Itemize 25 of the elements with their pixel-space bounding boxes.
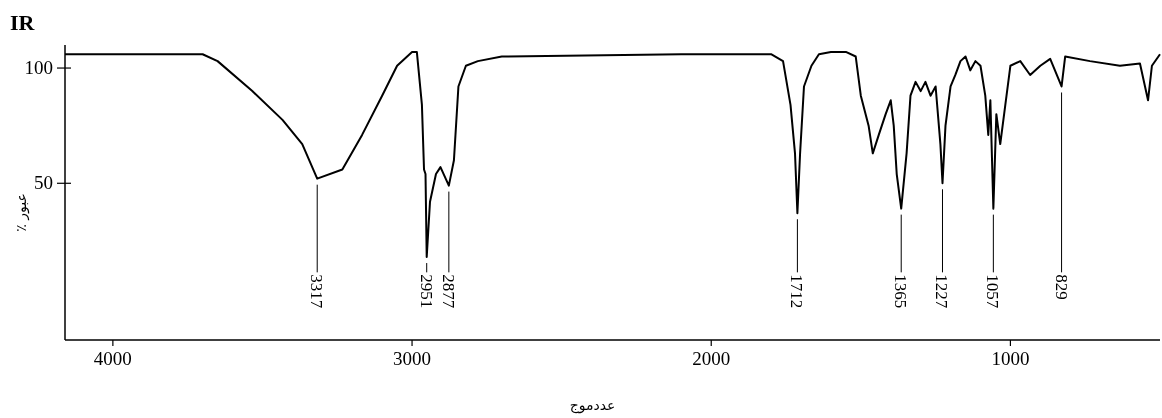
annotation: 1712 [787,274,807,309]
annotation: 1365 [891,214,911,309]
annotation: 1365 [891,274,911,309]
x-tick-label: 2000 [692,348,731,369]
annotation: 1712 [787,218,807,309]
annotation: 2951 [416,262,436,309]
y-tick-label: 100 [24,57,53,79]
x-tick-label: 3000 [393,348,432,369]
annotation: 829 [1051,92,1071,300]
annotation: 1057 [983,274,1003,309]
x-tick-label: 4000 [93,348,132,369]
annotation: 1227 [932,274,952,309]
x-tick-label: 1000 [991,348,1030,369]
annotation: 829 [1051,274,1071,300]
annotation: 2877 [438,191,458,309]
y-tick-label: 50 [34,172,53,194]
annotation: 1057 [983,214,1003,309]
x-axis-title: عددموج [569,397,616,414]
annotation: 3317 [307,184,327,309]
y-axis-title: عبور ٪ [13,193,30,232]
annotation: 3317 [307,274,327,309]
chart-title: IR [10,10,36,35]
annotation: 1227 [932,188,952,309]
annotation: 2877 [438,274,458,309]
annotation: 2951 [416,274,436,309]
